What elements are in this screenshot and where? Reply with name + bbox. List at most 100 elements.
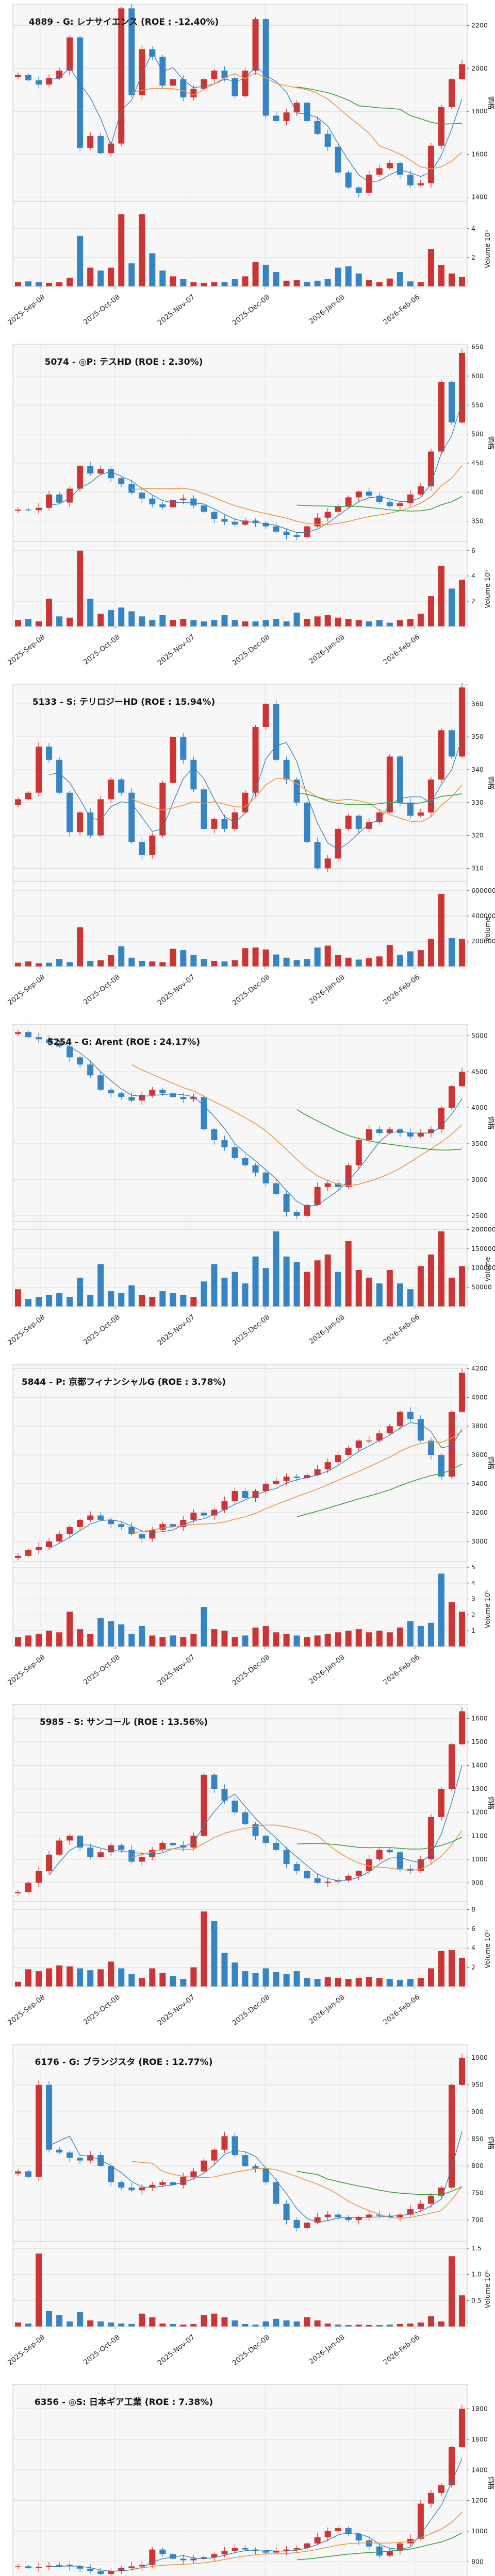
- ma-mid-line: [131, 465, 463, 525]
- volume-axis-ticks: 1 2 3 4 5: [467, 1563, 475, 1634]
- price-volume-chart: 900 1000 1100 1200 1300 1400 1500 1600 2 4 6 8 価格 Vol…: [6, 1704, 495, 2027]
- grid-lines: [13, 1364, 467, 1647]
- ma-short-line: [48, 1037, 463, 1207]
- grid-lines: [13, 344, 467, 626]
- svg-text:650: 650: [471, 343, 484, 351]
- svg-text:150000: 150000: [471, 1245, 495, 1252]
- ma-mid-line: [131, 1824, 463, 1871]
- svg-text:4200: 4200: [471, 1364, 488, 1372]
- date-axis-labels: 2025-Sep-08 2025-Oct-08 2025-Nov-07 2025-De…: [6, 626, 421, 667]
- svg-text:1200: 1200: [471, 1808, 488, 1816]
- candlesticks: [15, 1368, 465, 1561]
- volume-axis-ticks: 0.5 1.0 1.5: [467, 2244, 482, 2304]
- svg-text:2026-Feb-06: 2026-Feb-06: [382, 1653, 421, 1687]
- plot-background: [13, 1024, 467, 1307]
- svg-text:750: 750: [471, 2189, 484, 2197]
- svg-text:3200: 3200: [471, 1509, 488, 1516]
- price-volume-chart: 350 400 450 500 550 600 650 2 4 6 価格 Volume 10⁶ 2025…: [6, 343, 495, 667]
- volume-bars: [15, 1911, 465, 1987]
- date-axis-labels: 2025-Sep-08 2025-Oct-08 2025-Nov-07 2025-De…: [6, 1987, 421, 2027]
- ma-mid-line: [131, 2161, 463, 2219]
- svg-text:200000: 200000: [471, 937, 495, 945]
- svg-text:600000: 600000: [471, 887, 495, 894]
- price-volume-chart: 3000 3200 3400 3600 3800 4000 4200 1 2 3 4 5 価格 Volum…: [6, 1364, 495, 1687]
- svg-text:2026-Feb-06: 2026-Feb-06: [382, 293, 421, 327]
- svg-text:400000: 400000: [471, 912, 495, 920]
- stock-chart-5844-kyoto-financial: 3000 3200 3400 3600 3800 4000 4200 1 2 3 4 5 価格 Volum…: [0, 1360, 495, 1700]
- svg-text:2025-Oct-08: 2025-Oct-08: [82, 2333, 122, 2367]
- svg-text:5000: 5000: [471, 1031, 488, 1039]
- stock-chart-5133-terilogy-hd: 310 320 330 340 350 360 200000 400000 600000 価格 Vo…: [0, 680, 495, 1020]
- svg-text:50000: 50000: [471, 1283, 492, 1291]
- svg-text:310: 310: [471, 864, 484, 872]
- svg-text:2025-Sep-08: 2025-Sep-08: [6, 633, 46, 667]
- svg-text:2025-Sep-08: 2025-Sep-08: [6, 1653, 46, 1687]
- volume-axis-ticks: 24: [467, 225, 475, 261]
- svg-text:2: 2: [471, 253, 475, 261]
- grid-lines: [13, 1024, 467, 1307]
- svg-text:3000: 3000: [471, 1176, 488, 1183]
- chart-title: 6356 - ◎S: 日本ギア工業 (ROE : 7.38%): [35, 2397, 213, 2408]
- svg-text:2025-Dec-08: 2025-Dec-08: [231, 1993, 272, 2027]
- volume-pane-frame: [12, 1901, 468, 1987]
- svg-text:1000: 1000: [471, 1855, 488, 1863]
- candlesticks: [15, 1029, 465, 1219]
- ma-mid-line: [131, 2512, 463, 2569]
- svg-text:2026-Jan-08: 2026-Jan-08: [308, 293, 346, 326]
- price-axis-label: 価格: [487, 1456, 495, 1469]
- ma-long-line: [296, 86, 463, 125]
- volume-axis-ticks: 200000 400000 600000: [467, 887, 495, 945]
- svg-text:6: 6: [471, 1925, 475, 1933]
- volume-bars: [15, 1231, 465, 1307]
- price-axis-label: 価格: [487, 1116, 495, 1129]
- svg-text:2025-Nov-07: 2025-Nov-07: [156, 293, 196, 327]
- ma-short-line: [48, 2131, 463, 2223]
- price-axis-label: 価格: [487, 2476, 495, 2489]
- svg-text:1000: 1000: [471, 2527, 488, 2535]
- plot-background: [13, 2384, 467, 2576]
- svg-text:330: 330: [471, 799, 484, 806]
- volume-pane-frame: [12, 2241, 468, 2327]
- svg-text:3000: 3000: [471, 1537, 488, 1545]
- price-volume-chart: 2500 3000 3500 4000 4500 5000 50000 100000 15000…: [6, 1024, 495, 1347]
- svg-text:800: 800: [471, 2162, 484, 2170]
- svg-text:600: 600: [471, 372, 484, 380]
- price-axis-ticks: 1400 1600 1800 2000 2200: [467, 22, 488, 201]
- plot-background: [13, 344, 467, 626]
- svg-text:2025-Sep-08: 2025-Sep-08: [6, 973, 46, 1007]
- price-axis-label: 価格: [487, 776, 495, 789]
- candlesticks: [15, 683, 465, 872]
- svg-text:2025-Dec-08: 2025-Dec-08: [231, 293, 272, 327]
- svg-text:2025-Nov-07: 2025-Nov-07: [156, 633, 196, 667]
- candlesticks: [15, 348, 465, 540]
- svg-text:1400: 1400: [471, 1761, 488, 1769]
- svg-text:3800: 3800: [471, 1422, 488, 1430]
- svg-text:2026-Feb-06: 2026-Feb-06: [382, 1993, 421, 2027]
- chart-title: 5074 - ◎P: テスHD (ROE : 2.30%): [45, 357, 203, 367]
- ma-long-line: [296, 2532, 463, 2561]
- grid-lines: [13, 1704, 467, 1987]
- svg-text:2025-Oct-08: 2025-Oct-08: [82, 293, 122, 327]
- svg-text:700: 700: [471, 2216, 484, 2224]
- svg-text:320: 320: [471, 832, 484, 839]
- svg-text:2026-Jan-08: 2026-Jan-08: [308, 1993, 346, 2026]
- svg-text:1100: 1100: [471, 1832, 488, 1839]
- svg-text:0.5: 0.5: [471, 2296, 482, 2304]
- svg-text:8: 8: [471, 1905, 475, 1913]
- ma-long-line: [296, 1837, 463, 1850]
- ma-long-line: [296, 792, 463, 805]
- svg-text:4: 4: [471, 1944, 475, 1952]
- svg-text:4: 4: [471, 1579, 475, 1587]
- svg-text:2025-Nov-07: 2025-Nov-07: [156, 973, 196, 1007]
- svg-text:1600: 1600: [471, 150, 488, 158]
- svg-text:2025-Sep-08: 2025-Sep-08: [6, 1313, 46, 1347]
- ma-short-line: [48, 1422, 463, 1549]
- price-axis-ticks: 800 1000 1200 1400 1600 1800: [467, 2405, 488, 2565]
- ma-short-line: [49, 2458, 463, 2572]
- svg-text:4: 4: [471, 572, 475, 580]
- svg-text:1500: 1500: [471, 1738, 488, 1745]
- svg-text:1800: 1800: [471, 2405, 488, 2413]
- svg-text:2025-Oct-08: 2025-Oct-08: [82, 633, 122, 667]
- svg-text:2025-Nov-07: 2025-Nov-07: [156, 1313, 196, 1347]
- ma-long-line: [296, 496, 463, 512]
